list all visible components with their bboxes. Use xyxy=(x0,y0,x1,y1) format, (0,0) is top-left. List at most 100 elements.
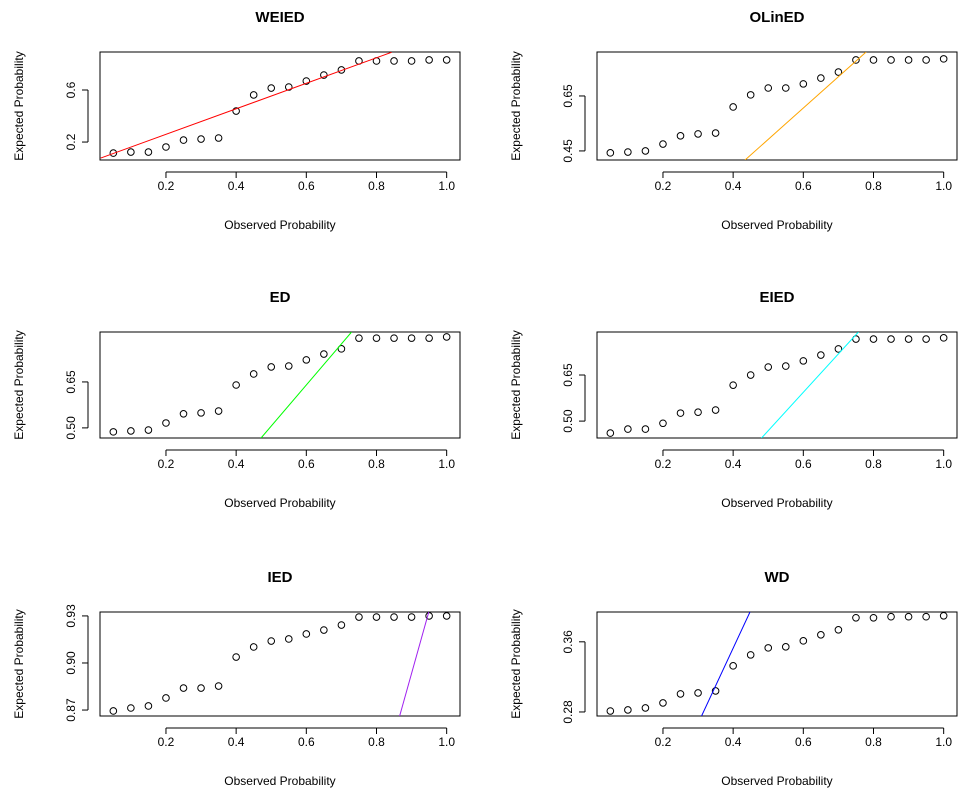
plot-frame xyxy=(596,611,958,717)
point xyxy=(676,409,685,417)
point xyxy=(624,148,632,156)
point xyxy=(249,91,258,99)
point xyxy=(284,362,293,370)
point xyxy=(659,140,667,148)
x-tick-label: 1.0 xyxy=(438,457,455,471)
point xyxy=(711,687,720,695)
fit-line xyxy=(399,612,430,716)
point xyxy=(302,77,311,85)
x-tick-label: 0.8 xyxy=(368,457,385,471)
point xyxy=(390,613,398,621)
point xyxy=(869,335,878,343)
point xyxy=(606,707,615,715)
point xyxy=(817,351,825,359)
point xyxy=(799,80,808,88)
point xyxy=(197,409,205,417)
point xyxy=(694,130,702,138)
chart-title: IED xyxy=(267,569,292,586)
point xyxy=(162,143,170,151)
point xyxy=(659,419,667,428)
point xyxy=(904,612,913,621)
point xyxy=(442,612,451,620)
point xyxy=(355,613,363,621)
point xyxy=(852,613,860,622)
point xyxy=(232,653,240,661)
y-tick-label: 0.50 xyxy=(64,416,78,440)
point xyxy=(442,333,451,341)
x-tick-label: 0.4 xyxy=(725,457,742,471)
point xyxy=(127,148,135,156)
x-tick-label: 0.2 xyxy=(655,735,672,749)
point xyxy=(852,56,860,64)
chart-title: WD xyxy=(765,569,790,586)
point xyxy=(781,362,790,370)
point xyxy=(197,135,205,143)
chart-title: ED xyxy=(270,289,291,306)
point xyxy=(606,429,615,437)
point xyxy=(109,707,118,715)
point xyxy=(729,103,737,111)
point xyxy=(179,684,188,692)
x-tick-label: 1.0 xyxy=(935,457,952,471)
x-axis-label: Observed Probability xyxy=(721,774,832,788)
point xyxy=(641,704,650,712)
plot-frame xyxy=(99,51,461,161)
point xyxy=(179,409,188,418)
plot-frame xyxy=(596,331,958,439)
x-tick-label: 0.4 xyxy=(725,735,742,749)
point xyxy=(834,345,843,353)
fit-line xyxy=(744,52,867,160)
point xyxy=(390,57,398,65)
point xyxy=(887,56,895,64)
point xyxy=(764,363,773,371)
point xyxy=(922,56,930,64)
point xyxy=(799,637,808,645)
point xyxy=(337,621,346,629)
point xyxy=(641,147,650,155)
point xyxy=(179,136,188,144)
point xyxy=(214,134,223,142)
point xyxy=(302,356,311,364)
point xyxy=(407,613,416,621)
point xyxy=(694,408,702,416)
x-tick-label: 0.4 xyxy=(725,179,742,193)
point xyxy=(817,74,825,82)
y-axis-label: Expected Probability xyxy=(12,51,26,160)
point xyxy=(127,704,135,712)
point xyxy=(869,613,878,622)
y-tick-label: 0.6 xyxy=(64,81,78,98)
point xyxy=(162,419,170,427)
point xyxy=(372,334,381,342)
point xyxy=(694,689,702,697)
point xyxy=(302,630,311,638)
point xyxy=(232,381,240,389)
point xyxy=(904,335,913,343)
fit-line xyxy=(100,52,392,159)
plot-frame xyxy=(99,331,461,439)
x-tick-label: 0.2 xyxy=(655,179,672,193)
y-axis-label: Expected Probability xyxy=(12,609,26,718)
x-tick-label: 0.8 xyxy=(865,735,882,749)
x-tick-label: 0.6 xyxy=(795,735,812,749)
point xyxy=(372,613,381,621)
point xyxy=(337,66,346,74)
x-axis-label: Observed Probability xyxy=(224,218,335,232)
y-axis-label: Expected Probability xyxy=(12,330,26,439)
fit-line xyxy=(761,332,859,438)
point xyxy=(320,626,328,634)
point xyxy=(232,107,240,115)
point xyxy=(624,425,632,433)
point xyxy=(676,132,685,140)
point xyxy=(904,56,913,64)
x-tick-label: 1.0 xyxy=(438,179,455,193)
point xyxy=(729,662,737,670)
y-tick-label: 0.2 xyxy=(64,133,78,150)
point xyxy=(162,694,170,702)
point xyxy=(425,334,433,342)
point xyxy=(442,56,451,64)
x-axis-label: Observed Probability xyxy=(224,774,335,788)
x-tick-label: 1.0 xyxy=(935,179,952,193)
fit-line xyxy=(260,332,352,438)
x-tick-label: 0.4 xyxy=(228,179,245,193)
point xyxy=(214,682,223,690)
